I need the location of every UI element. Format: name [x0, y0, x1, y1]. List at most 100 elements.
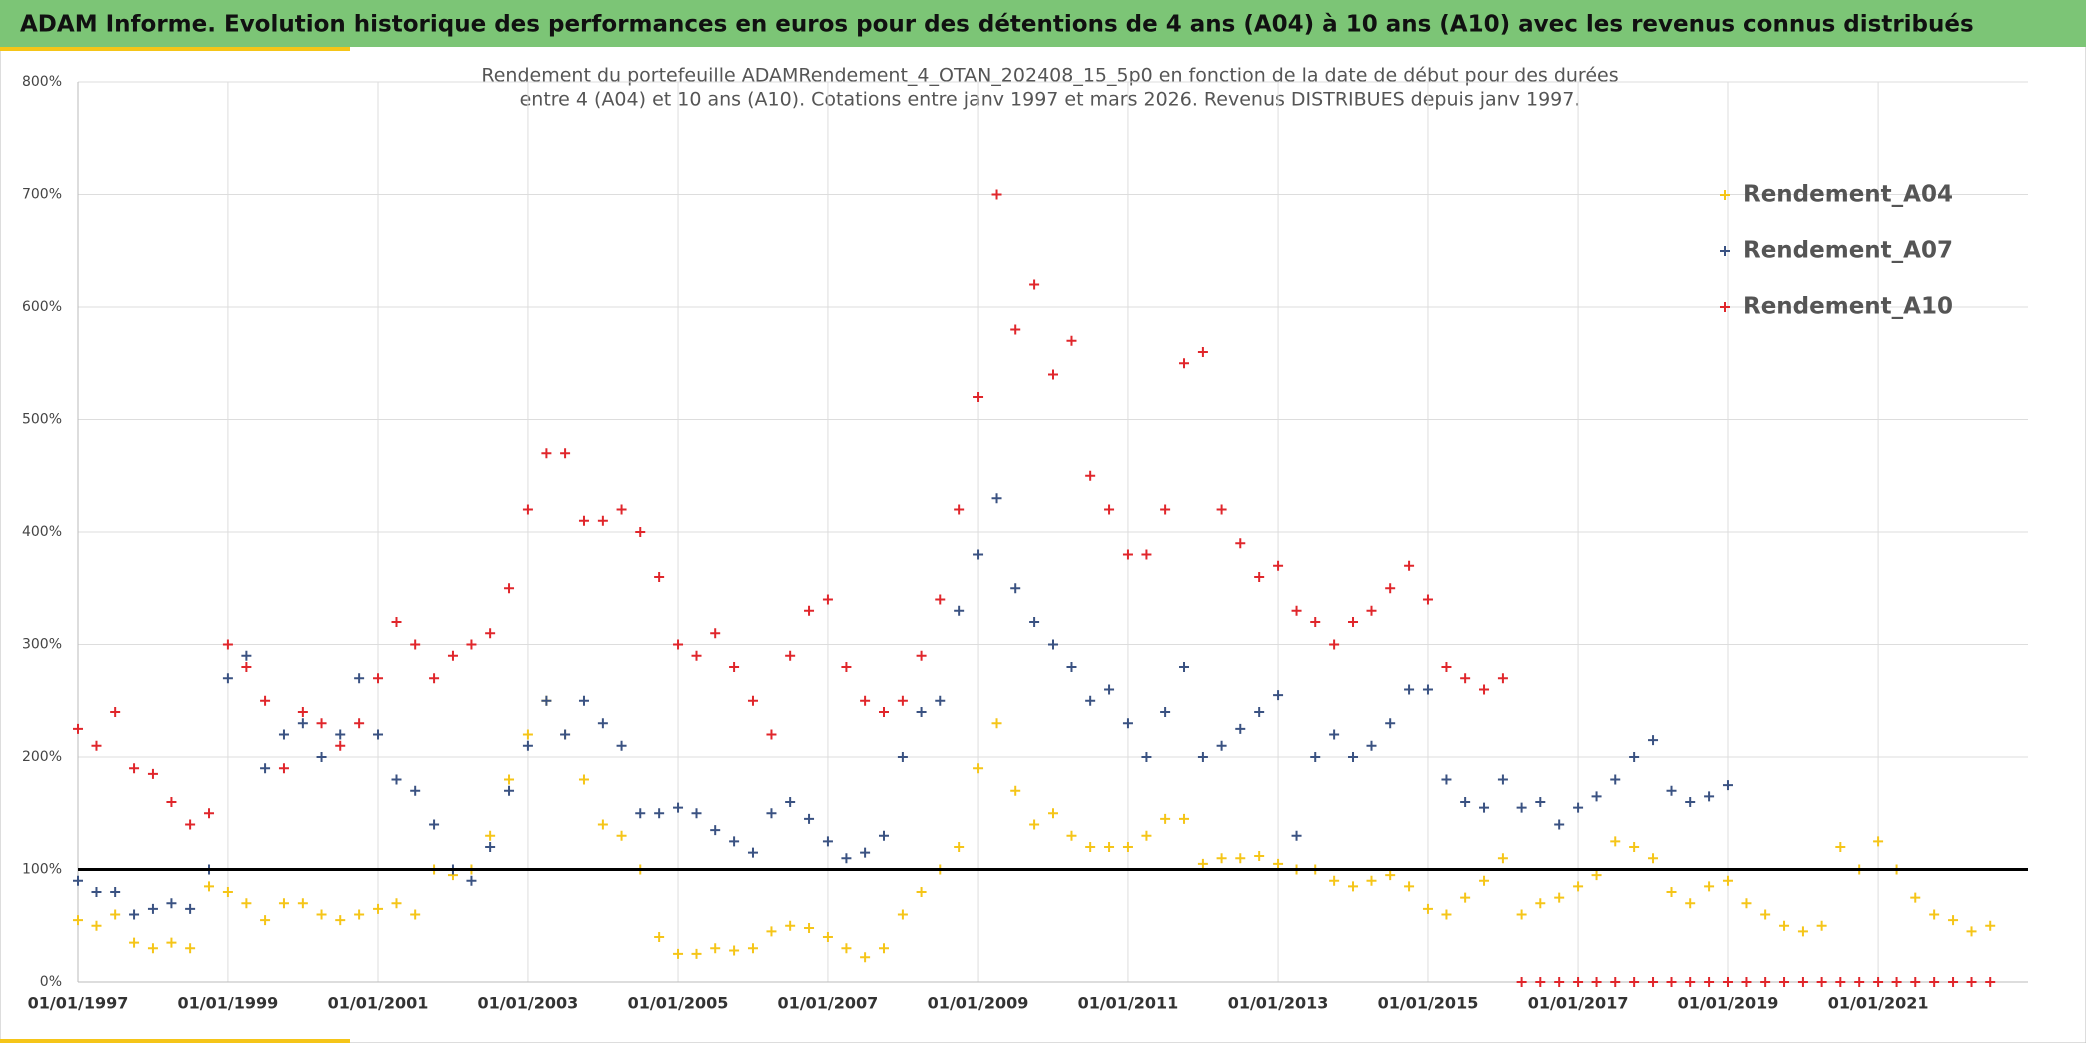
- point: [504, 583, 515, 594]
- point: [935, 695, 946, 706]
- point: [391, 898, 402, 909]
- point: [578, 774, 589, 785]
- point: [710, 628, 721, 639]
- point: [541, 448, 552, 459]
- point: [1422, 594, 1433, 605]
- point: [1516, 802, 1527, 813]
- point: [1554, 892, 1565, 903]
- point: [597, 515, 608, 526]
- point: [1591, 977, 1602, 987]
- point: [1648, 735, 1659, 746]
- point: [878, 830, 889, 841]
- point: [1048, 639, 1058, 650]
- point: [1685, 977, 1696, 987]
- point: [1666, 977, 1677, 987]
- point: [1704, 791, 1715, 802]
- point: [991, 718, 1002, 729]
- point: [1591, 870, 1602, 881]
- y-tick-label: 700%: [22, 187, 62, 203]
- point: [166, 937, 177, 948]
- point: [73, 915, 83, 926]
- point: [1722, 875, 1733, 886]
- point: [354, 909, 365, 920]
- point: [1329, 639, 1340, 650]
- point: [747, 847, 758, 858]
- point: [1385, 718, 1396, 729]
- point: [1404, 684, 1415, 695]
- point: [954, 504, 965, 515]
- point: [1985, 920, 1996, 931]
- point: [466, 639, 477, 650]
- point: [1048, 808, 1058, 819]
- x-tick-label: 01/01/2005: [628, 994, 729, 1013]
- point: [804, 923, 815, 933]
- point: [1179, 813, 1190, 824]
- point: [316, 752, 327, 762]
- point: [504, 785, 515, 796]
- point: [860, 695, 871, 706]
- point: [1385, 870, 1396, 881]
- point: [1497, 853, 1508, 864]
- point: [316, 718, 327, 729]
- point: [1535, 977, 1546, 987]
- point: [373, 903, 384, 914]
- point: [578, 515, 589, 526]
- point: [241, 650, 252, 661]
- point: [1966, 977, 1977, 987]
- point: [1760, 909, 1771, 920]
- legend-label: Rendement_A07: [1743, 238, 1953, 264]
- point: [1385, 583, 1396, 594]
- point: [522, 740, 533, 751]
- point: [710, 943, 721, 954]
- point: [1629, 842, 1640, 852]
- point: [1629, 977, 1640, 987]
- point: [691, 948, 702, 959]
- point: [1610, 774, 1621, 785]
- point: [91, 887, 102, 897]
- point: [1797, 926, 1808, 937]
- point: [1479, 684, 1490, 695]
- point: [954, 842, 965, 852]
- point: [410, 639, 421, 650]
- point: [1254, 851, 1265, 861]
- point: [166, 797, 177, 807]
- point: [1122, 718, 1133, 729]
- accent: [0, 1039, 350, 1043]
- point: [1122, 842, 1133, 852]
- point: [335, 915, 346, 926]
- point: [897, 695, 908, 706]
- point: [1348, 752, 1359, 762]
- point: [1179, 358, 1190, 369]
- x-tick-label: 01/01/2019: [1678, 994, 1779, 1013]
- point: [1422, 903, 1433, 914]
- point: [1666, 887, 1677, 897]
- point: [1291, 605, 1302, 616]
- point: [466, 875, 477, 886]
- point: [1254, 572, 1265, 582]
- point: [1835, 842, 1846, 852]
- point: [129, 909, 140, 920]
- point: [673, 639, 684, 650]
- point: [147, 768, 158, 779]
- point: [1948, 915, 1959, 926]
- point: [1310, 617, 1321, 627]
- point: [1254, 707, 1265, 717]
- point: [1779, 977, 1790, 987]
- point: [1704, 977, 1715, 987]
- point: [841, 662, 852, 672]
- point: [1760, 977, 1771, 987]
- point: [222, 639, 233, 650]
- point: [878, 943, 889, 954]
- point: [1404, 881, 1415, 892]
- point: [1160, 504, 1171, 515]
- point: [278, 729, 289, 740]
- point: [1648, 977, 1659, 987]
- point: [1029, 819, 1040, 830]
- point: [1535, 797, 1546, 807]
- point: [1085, 695, 1096, 706]
- point: [1029, 279, 1040, 290]
- x-tick-label: 01/01/1997: [28, 994, 129, 1013]
- point: [597, 819, 608, 830]
- point: [1235, 723, 1246, 734]
- point: [747, 695, 758, 706]
